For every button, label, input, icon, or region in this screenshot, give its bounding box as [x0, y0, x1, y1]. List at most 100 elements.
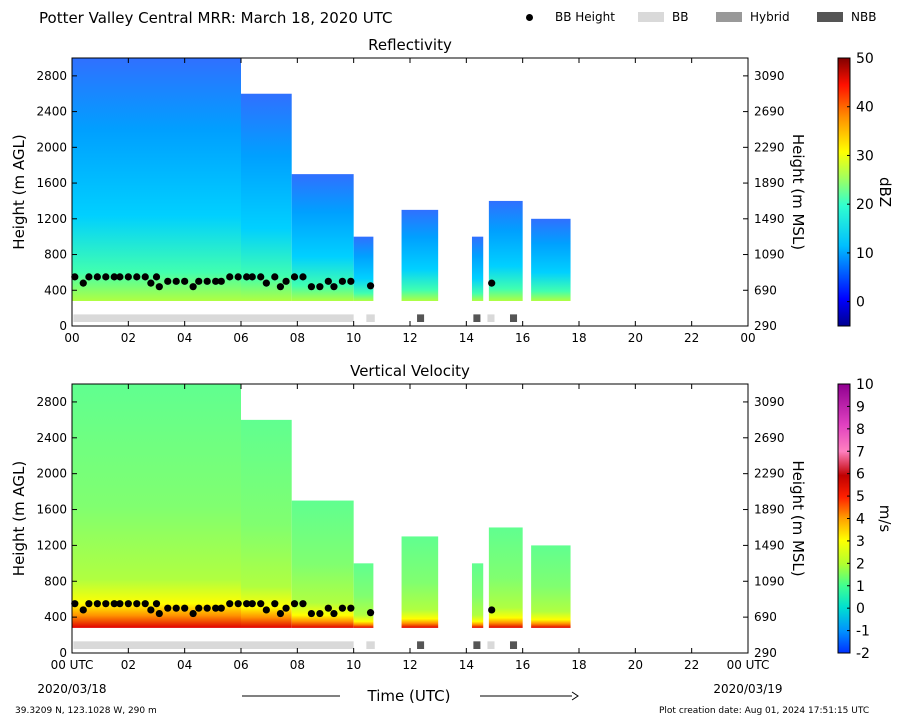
y2-tick-label: 690	[754, 610, 777, 624]
bb-height-point	[488, 279, 496, 287]
bb-type-bar	[509, 314, 518, 322]
legend-bb-height: BB Height	[522, 10, 615, 24]
echo-region	[72, 384, 241, 628]
plot-creation-date: Plot creation date: Aug 01, 2024 17:51:1…	[659, 706, 870, 716]
main-title: Potter Valley Central MRR: March 18, 202…	[39, 9, 393, 27]
x-tick-label: 20	[628, 658, 643, 672]
bb-height-point	[257, 273, 265, 281]
nbb-swatch-icon	[817, 12, 843, 22]
y-tick-label: 2800	[36, 69, 67, 83]
bb-height-point	[276, 609, 285, 618]
bb-height-point	[282, 277, 290, 285]
bb-height-point	[102, 600, 110, 608]
y2-tick-label: 1090	[754, 248, 785, 262]
bb-height-point	[282, 604, 290, 612]
bb-height-point	[234, 273, 242, 281]
bb-height-point	[71, 273, 79, 281]
bb-height-point	[152, 600, 161, 608]
colorbar-tick-label: 4	[856, 512, 865, 528]
bb-height-point	[226, 273, 234, 281]
reflectivity-title: Reflectivity	[368, 36, 452, 54]
legend-nbb: NBB	[817, 10, 876, 24]
hybrid-swatch-icon	[716, 12, 742, 22]
arrow-head-icon	[571, 691, 579, 701]
bb-height-point	[110, 600, 118, 608]
bb-height-point	[324, 604, 332, 612]
x-tick-label: 18	[571, 331, 586, 345]
bb-height-point	[257, 600, 265, 608]
bb-height-point	[366, 609, 375, 617]
bb-height-point	[116, 600, 124, 608]
y2-tick-label: 2690	[754, 105, 785, 119]
x-tick-label: 16	[515, 658, 530, 672]
bb-height-point	[181, 277, 189, 285]
x-tick-label: 04	[177, 658, 192, 672]
bb-type-bar	[73, 314, 354, 322]
x-tick-label: 06	[233, 331, 248, 345]
bb-height-point	[181, 604, 189, 612]
bb-height-point	[93, 273, 101, 281]
colorbar-tick-label: -1	[856, 624, 870, 640]
bb-height-point	[155, 609, 163, 618]
start-date-label: 2020/03/18	[37, 682, 106, 696]
x-tick-label: 08	[290, 331, 305, 345]
bb-height-point	[79, 606, 87, 614]
bb-height-point	[147, 279, 155, 287]
bb-height-point	[271, 273, 279, 281]
y-tick-label: 1200	[36, 212, 67, 226]
bb-type-bar	[417, 314, 425, 322]
x-tick-label: 14	[459, 658, 474, 672]
colorbar	[837, 57, 851, 327]
y2-tick-label: 690	[754, 283, 777, 297]
bb-height-point	[271, 600, 279, 608]
bb-height-point	[71, 600, 79, 608]
x-tick-label: 00 UTC	[727, 658, 770, 672]
y2-tick-label: 290	[754, 319, 777, 333]
colorbar-label: dBZ	[876, 177, 894, 207]
bb-height-point	[307, 609, 316, 618]
y-tick-label: 1200	[36, 538, 67, 552]
bb-height-point	[316, 283, 324, 291]
colorbar-tick-label: 0	[856, 295, 865, 311]
bb-height-point	[85, 273, 93, 281]
bb-type-bar	[473, 314, 481, 322]
echo-region	[401, 209, 439, 301]
echo-region	[72, 58, 241, 301]
legend-nbb-label: NBB	[851, 10, 877, 24]
colorbar-tick-label: 10	[856, 246, 874, 262]
bb-height-point	[226, 600, 234, 608]
bb-height-point	[164, 277, 172, 285]
colorbar-tick-label: 9	[856, 399, 865, 415]
legend-bb-height-label: BB Height	[555, 10, 615, 24]
y2-tick-label: 3090	[754, 395, 785, 409]
bb-height-point	[141, 600, 149, 608]
echo-region	[241, 93, 292, 301]
x-tick-label: 18	[571, 658, 586, 672]
bb-height-point	[189, 283, 197, 291]
x-tick-label: 00 UTC	[51, 658, 94, 672]
colorbar-tick-label: 1	[856, 579, 865, 595]
colorbar-tick-label: 6	[856, 467, 865, 483]
colorbar-tick-label: 20	[856, 197, 874, 213]
bb-height-point	[338, 277, 346, 285]
x-tick-label: 12	[402, 658, 417, 672]
velocity-title: Vertical Velocity	[350, 362, 470, 380]
bb-height-point	[307, 283, 316, 291]
bb-height-point	[102, 273, 110, 281]
bb-height-point	[133, 273, 141, 281]
y-tick-label: 0	[59, 319, 67, 333]
bb-height-point	[316, 609, 324, 618]
echo-region	[471, 563, 484, 628]
y-axis-label: Height (m AGL)	[10, 461, 28, 576]
bb-height-point	[290, 273, 299, 281]
y-tick-label: 2800	[36, 395, 67, 409]
bb-height-point	[124, 600, 132, 608]
x-tick-label: 12	[402, 331, 417, 345]
x-tick-label: 20	[628, 331, 643, 345]
y2-tick-label: 3090	[754, 69, 785, 83]
colorbar-tick-label: 2	[856, 556, 865, 572]
bb-height-point	[338, 604, 346, 612]
x-tick-label: 22	[684, 331, 699, 345]
colorbar-tick-label: 10	[856, 377, 874, 393]
